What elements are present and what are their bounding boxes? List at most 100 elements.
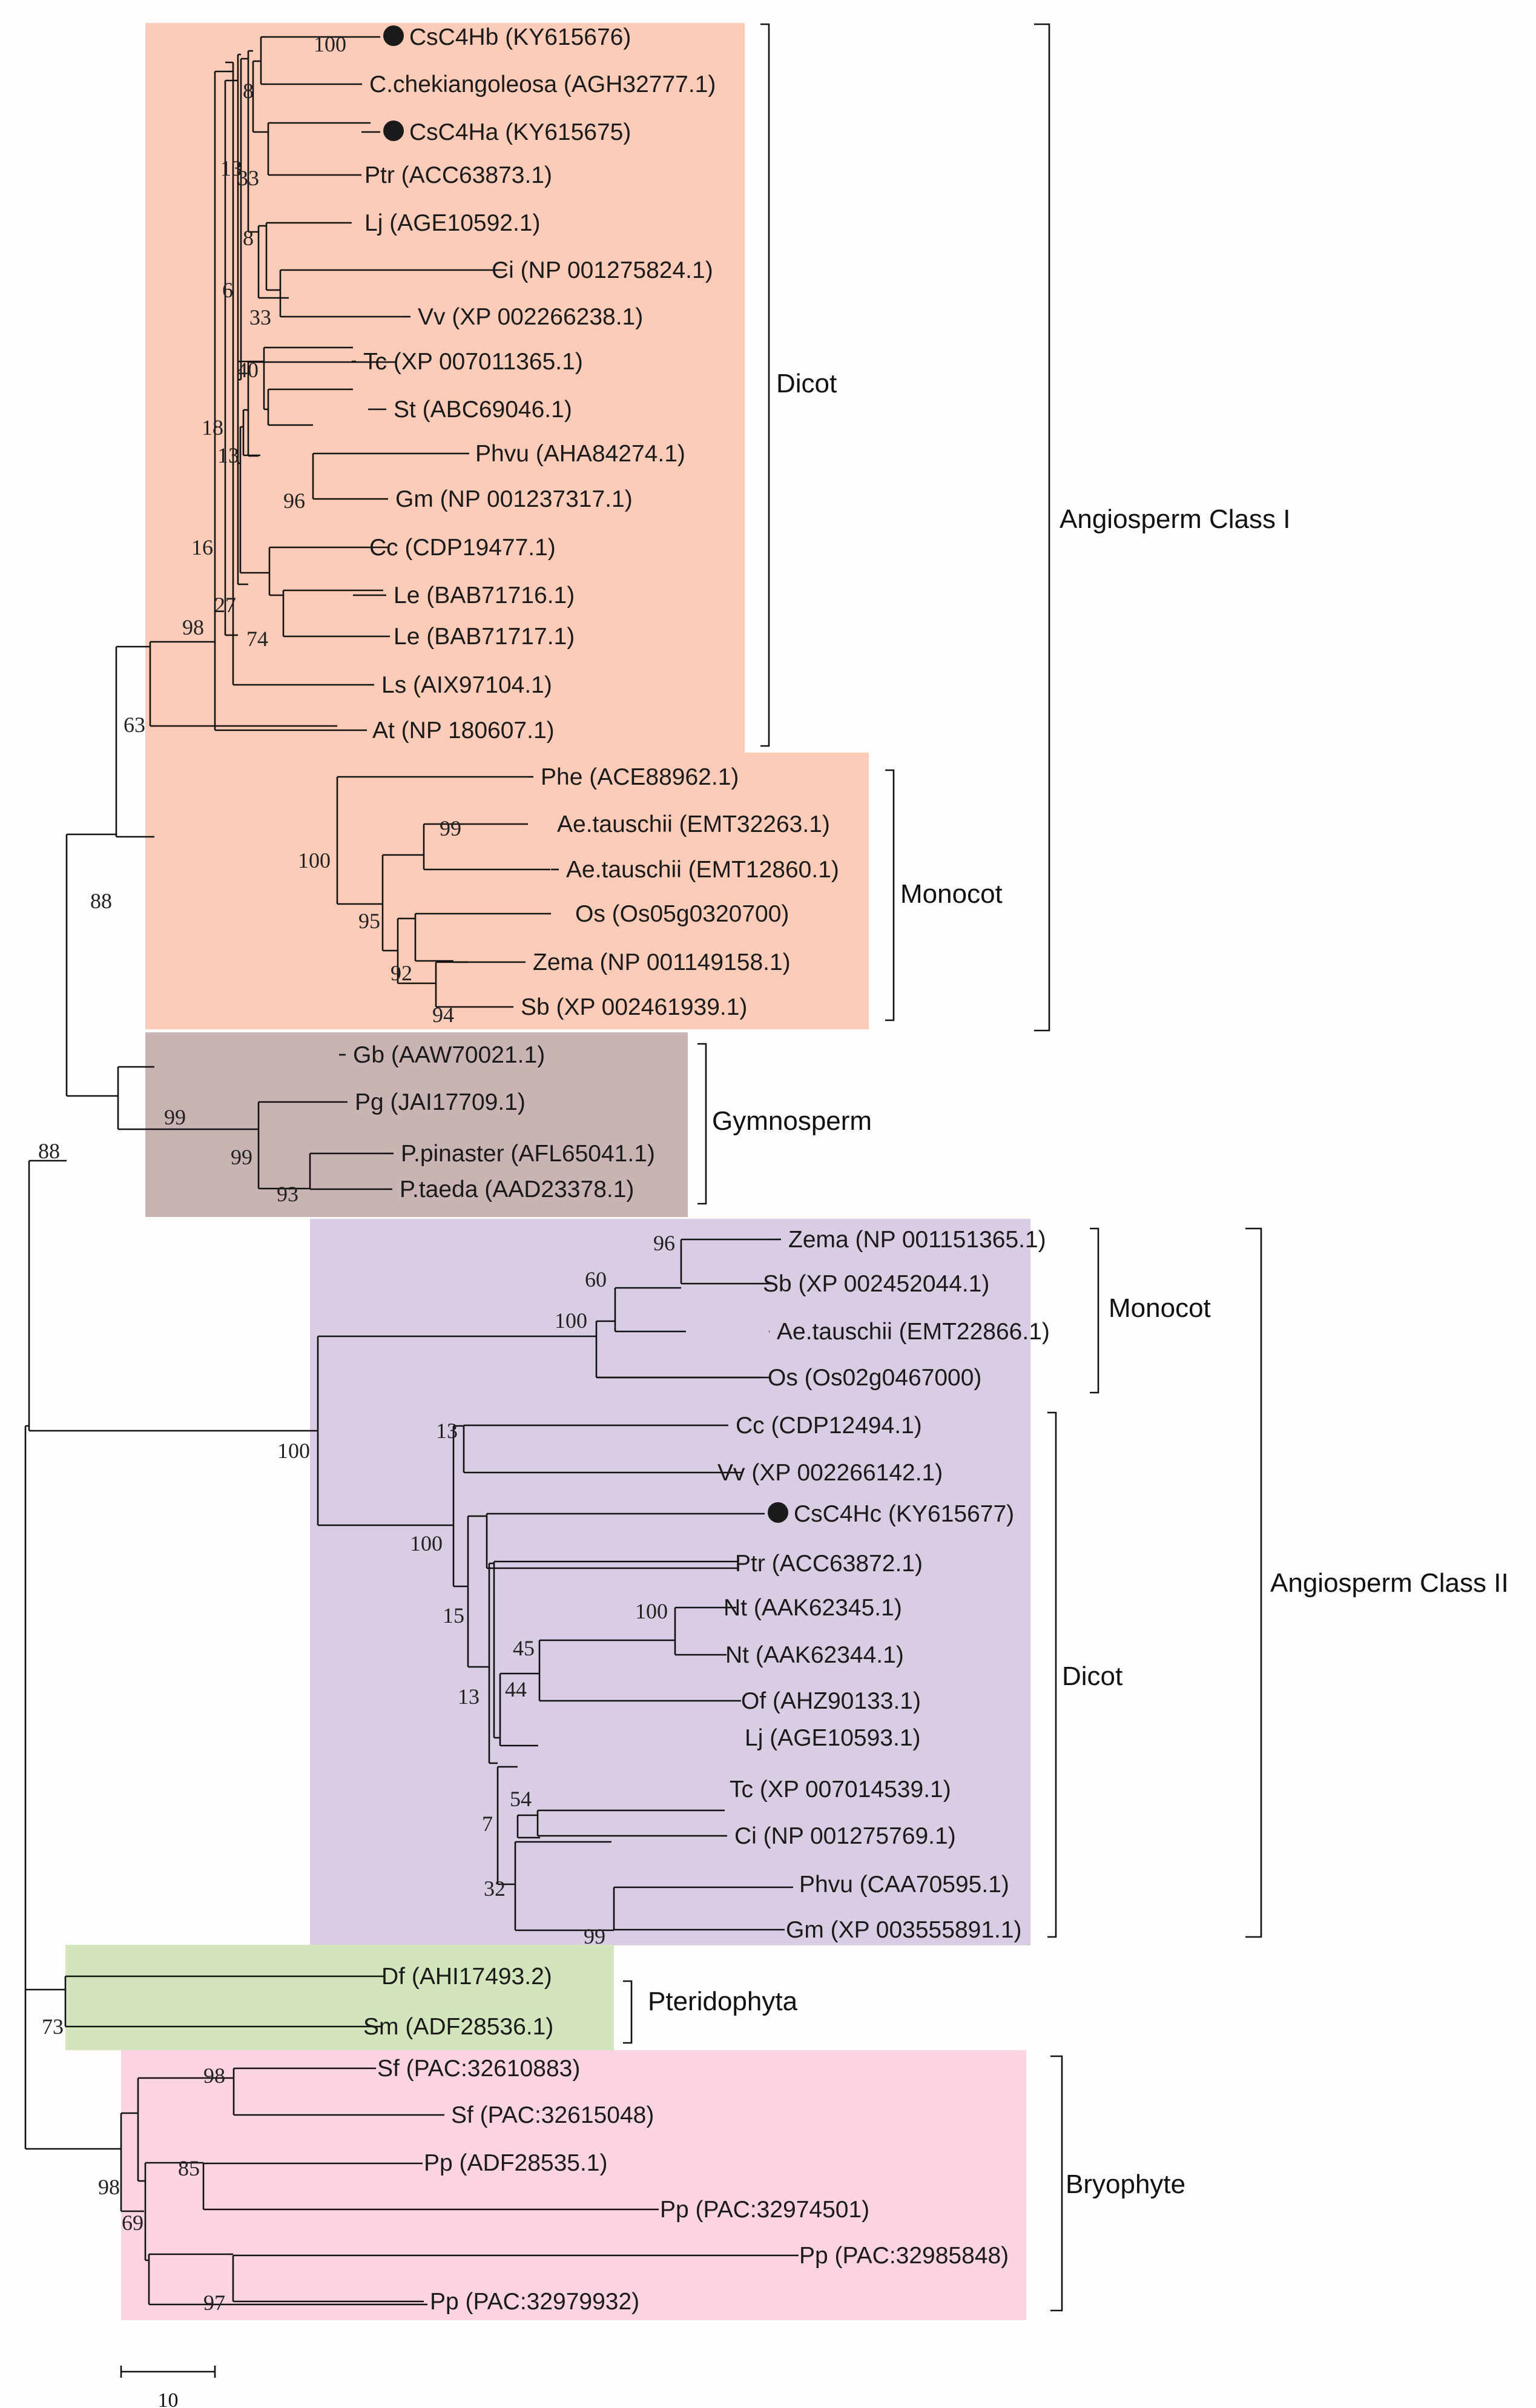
leaf-label: Nt (AAK62344.1): [725, 1642, 904, 1668]
leaf-label: Vv (XP 002266142.1): [717, 1460, 943, 1486]
leaf: Vv (XP 002266238.1): [401, 304, 643, 330]
leaf: Cc (CDP19477.1): [361, 535, 556, 561]
group-bryo: Bryophyte: [1050, 2055, 1185, 2312]
leaf: Phvu (AHA84274.1): [475, 441, 685, 467]
leaf-label: CsC4Ha (KY615675): [409, 119, 631, 145]
bootstrap-value: 100: [277, 1439, 310, 1463]
bootstrap-value: 92: [391, 961, 412, 985]
leaf-label: CsC4Hc (KY615677): [794, 1501, 1014, 1527]
leaf-label: P.pinaster (AFL65041.1): [401, 1141, 655, 1167]
bootstrap-value: 45: [513, 1636, 535, 1660]
leaf-label: Ls (AIX97104.1): [381, 672, 552, 698]
bootstrap-value: 13: [458, 1684, 480, 1709]
bootstrap-value: 94: [432, 1003, 454, 1027]
group-monocot2: Monocot: [1090, 1227, 1211, 1394]
leaf-label: Zema (NP 001151365.1): [788, 1227, 1046, 1253]
leaf: Os (Os05g0320700): [575, 901, 789, 927]
leaf-label: Ci (NP 001275769.1): [734, 1823, 956, 1849]
leaf-label: Sm (ADF28536.1): [363, 2014, 553, 2040]
leaf-label: Ptr (ACC63872.1): [735, 1551, 923, 1577]
leaf: Sm (ADF28536.1): [363, 2014, 553, 2040]
leaf-label: Sb (XP 002461939.1): [521, 994, 747, 1020]
bootstrap-value: 33: [237, 166, 259, 190]
leaf: Le (BAB71716.1): [353, 582, 575, 609]
leaf: P.taeda (AAD23378.1): [381, 1176, 634, 1202]
group-label: Angiosperm Class II: [1270, 1568, 1509, 1598]
bootstrap-value: 100: [298, 848, 331, 872]
leaf-label: Tc (XP 007014539.1): [730, 1776, 951, 1803]
leaf-label: CsC4Hb (KY615676): [409, 24, 631, 50]
scale-bar-label: 10: [158, 2389, 179, 2408]
bootstrap-value: 16: [191, 535, 213, 559]
leaf: P.pinaster (AFL65041.1): [385, 1141, 655, 1167]
bootstrap-value: 15: [443, 1603, 464, 1628]
leaf-label: Cc (CDP12494.1): [736, 1413, 922, 1439]
leaf: Ci (NP 001275769.1): [722, 1823, 956, 1849]
leaf: Phe (ACE88962.1): [527, 764, 739, 790]
class2-panel: [310, 1219, 1030, 1945]
pteridophyta-panel: [65, 1945, 614, 2050]
leaf-label: Gm (XP 003555891.1): [786, 1917, 1022, 1943]
bootstrap-value: 98: [203, 2063, 225, 2088]
leaf-label: Sf (PAC:32610883): [377, 2056, 580, 2082]
bootstrap-value: 54: [510, 1787, 532, 1811]
leaf: Ci (NP 001275824.1): [492, 257, 713, 283]
clade-backgrounds: [65, 23, 1030, 2320]
bootstrap-value: 27: [214, 593, 236, 617]
leaf-label: Nt (AAK62345.1): [724, 1595, 902, 1621]
leaf-label: At (NP 180607.1): [372, 717, 555, 744]
leaf: Tc (XP 007014539.1): [730, 1776, 951, 1803]
bootstrap-value: 13: [217, 443, 239, 467]
leaf: Vv (XP 002266142.1): [717, 1460, 943, 1486]
leaf: Ae.tauschii (EMT32263.1): [557, 811, 830, 837]
group-bracket: [1245, 1227, 1262, 1938]
group-class1: Angiosperm Class I: [1034, 23, 1290, 1032]
bootstrap-value: 100: [635, 1599, 668, 1623]
leaf-label: Phvu (CAA70595.1): [799, 1872, 1009, 1898]
group-dicot2: Dicot: [1047, 1411, 1122, 1938]
bootstrap-value: 8: [243, 79, 254, 103]
leaf: Nt (AAK62345.1): [724, 1595, 902, 1621]
bryophyte-panel: [121, 2050, 1026, 2320]
leaf: Os (Os02g0467000): [596, 1365, 981, 1391]
group-bracket: [1034, 23, 1050, 1032]
leaf-label: Gb (AAW70021.1): [353, 1042, 545, 1068]
leaf-label: Ae.tauschii (EMT12860.1): [566, 857, 839, 883]
bootstrap-value: 44: [505, 1677, 527, 1701]
bootstrap-value: 96: [653, 1231, 675, 1255]
bootstrap-value: 13: [436, 1419, 458, 1443]
bootstrap-value: 73: [42, 2014, 64, 2039]
group-bracket: [1050, 2055, 1063, 2312]
group-bracket: [697, 1043, 707, 1205]
leaf: Phvu (CAA70595.1): [799, 1872, 1009, 1898]
leaf: Pg (JAI17709.1): [337, 1089, 526, 1115]
bootstrap-value: 6: [222, 278, 233, 302]
leaf-label: Pp (PAC:32985848): [799, 2243, 1009, 2269]
bootstrap-value: 100: [410, 1531, 443, 1555]
leaf-label: St (ABC69046.1): [394, 397, 572, 423]
bootstrap-value: 100: [314, 32, 346, 56]
leaf: Sf (PAC:32610883): [377, 2056, 580, 2082]
group-label: Gymnosperm: [712, 1106, 872, 1136]
leaf-label: Of (AHZ90133.1): [741, 1688, 921, 1714]
scale-bar-line: [120, 2366, 216, 2378]
leaf: Lj (AGE10593.1): [745, 1725, 921, 1751]
bootstrap-values: 1008133383364018139616277498639910095929…: [38, 32, 675, 2315]
leaf: Ptr (ACC63872.1): [735, 1551, 923, 1577]
leaf: Of (AHZ90133.1): [741, 1688, 921, 1714]
leaf-label: Pp (ADF28535.1): [424, 2150, 608, 2176]
leaf-label: Pg (JAI17709.1): [355, 1089, 526, 1115]
leaf-label: Sb (XP 002452044.1): [763, 1271, 989, 1297]
bootstrap-value: 99: [231, 1145, 252, 1169]
group-bracket: [1047, 1411, 1057, 1938]
leaf: Gm (XP 003555891.1): [786, 1917, 1022, 1943]
bootstrap-value: 69: [122, 2211, 143, 2235]
leaf-label: Le (BAB71717.1): [394, 624, 575, 650]
leaf: C.chekiangoleosa (AGH32777.1): [361, 71, 716, 97]
bootstrap-value: 97: [203, 2291, 225, 2315]
leaf-label: Os (Os05g0320700): [575, 901, 789, 927]
leaf: Pp (PAC:32974501): [660, 2197, 869, 2223]
group-monocot1: Monocot: [885, 769, 1003, 1021]
bootstrap-value: 32: [484, 1876, 506, 1901]
group-label: Pteridophyta: [648, 1987, 798, 2016]
